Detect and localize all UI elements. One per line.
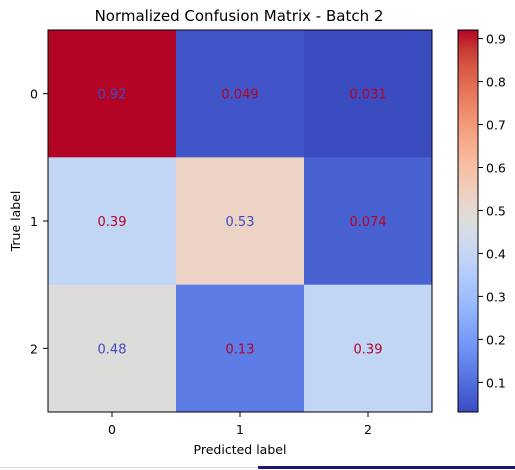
colorbar-tick-label: 0.3 <box>486 289 506 304</box>
heatmap-cells: 0.92 0.049 0.031 0.39 0.53 0.074 0.48 0.13 0.39 <box>48 30 433 413</box>
cell-value-label-0-2: 0.031 <box>349 88 386 103</box>
colorbar-tick-label: 0.5 <box>486 203 506 218</box>
chart-title: Normalized Confusion Matrix - Batch 2 <box>95 7 384 25</box>
cell-value-label-0-0: 0.92 <box>98 88 127 103</box>
y-axis-label: True label <box>8 191 23 253</box>
heatmap-cell-1-0 <box>48 157 177 286</box>
colorbar-tick-label: 0.1 <box>486 375 506 390</box>
colorbar <box>457 29 479 413</box>
heatmap-cell-0-0 <box>48 30 177 158</box>
y-tick-label: 0 <box>30 87 38 102</box>
heatmap-cell-1-2 <box>304 157 433 286</box>
heatmap-cell-1-1 <box>176 157 305 286</box>
colorbar-tick-label: 0.4 <box>486 246 506 261</box>
cell-value-label-0-1: 0.049 <box>221 88 258 103</box>
heatmap-cell-2-1 <box>176 284 305 413</box>
x-axis-label: Predicted label <box>194 442 287 457</box>
cell-value-label-1-1: 0.53 <box>226 215 255 230</box>
y-axis-ticks: 0 1 2 <box>30 87 48 356</box>
colorbar-tick-label: 0.2 <box>486 332 506 347</box>
heatmap-cell-2-0 <box>48 284 177 413</box>
colorbar-tick-label: 0.6 <box>486 161 506 176</box>
cell-value-label-1-0: 0.39 <box>98 215 127 230</box>
cell-value-label-2-1: 0.13 <box>226 342 255 357</box>
bottom-edge-bar <box>258 466 515 469</box>
cell-value-label-2-2: 0.39 <box>354 342 383 357</box>
y-tick-label: 1 <box>30 214 38 229</box>
x-axis-ticks: 0 1 2 <box>108 412 372 437</box>
x-tick-label: 2 <box>364 422 372 437</box>
y-tick-label: 2 <box>30 341 38 356</box>
cell-value-label-1-2: 0.074 <box>349 215 386 230</box>
x-tick-label: 1 <box>236 422 244 437</box>
colorbar-ticks: 0.1 0.2 0.3 0.4 0.5 0.6 0.7 0.8 0.9 <box>478 32 506 390</box>
heatmap-cell-0-1 <box>176 30 305 158</box>
colorbar-tick-label: 0.7 <box>486 118 506 133</box>
colorbar-tick-label: 0.8 <box>486 75 506 90</box>
heatmap-cell-2-2 <box>304 284 433 413</box>
colorbar-tick-label: 0.9 <box>486 32 506 47</box>
heatmap-cell-0-2 <box>304 30 433 158</box>
x-tick-label: 0 <box>108 422 116 437</box>
cell-value-label-2-0: 0.48 <box>98 342 127 357</box>
divider-line <box>0 467 258 468</box>
